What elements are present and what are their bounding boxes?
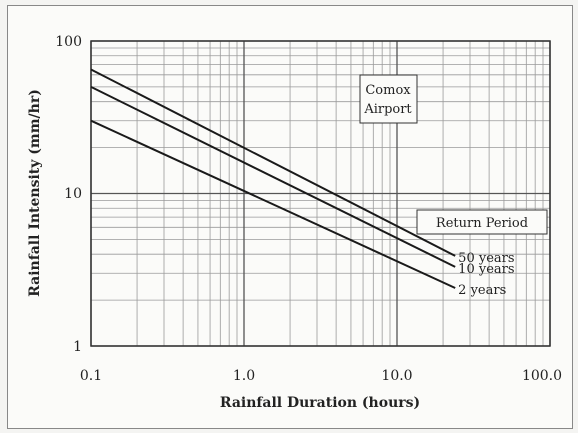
series-label: 2 years bbox=[458, 283, 506, 298]
x-tick-label: 10.0 bbox=[381, 368, 412, 384]
x-tick-label: 1.0 bbox=[233, 368, 255, 384]
location-label-line: Comox bbox=[365, 83, 411, 98]
legend-title-box: Return Period bbox=[416, 209, 548, 235]
series-label: 10 years bbox=[458, 262, 514, 277]
x-tick-label: 100.0 bbox=[522, 368, 562, 384]
series-line-10-years bbox=[90, 86, 456, 268]
series-label: 50 years bbox=[458, 251, 514, 266]
location-label-line: Airport bbox=[363, 102, 412, 117]
location-label-background bbox=[359, 74, 418, 124]
series-line-50-years bbox=[90, 68, 456, 257]
y-tick-label: 100 bbox=[55, 34, 82, 50]
series-line-2-years bbox=[90, 119, 456, 289]
y-tick-labels: 1 10 100 bbox=[55, 34, 82, 355]
legend-title-background bbox=[416, 209, 548, 235]
plot-border bbox=[90, 40, 551, 347]
y-tick-label: 1 bbox=[73, 339, 82, 355]
y-axis-title: Rainfall Intensity (mm/hr) bbox=[27, 89, 43, 297]
x-tick-label: 0.1 bbox=[80, 368, 102, 384]
x-tick-labels: 0.1 1.0 10.0 100.0 bbox=[80, 368, 562, 384]
y-tick-label: 10 bbox=[64, 186, 82, 202]
location-label-box: Comox Airport bbox=[359, 74, 418, 124]
x-axis-title: Rainfall Duration (hours) bbox=[220, 395, 420, 411]
chart-frame: 50 years 10 years 2 years 0.1 1.0 10.0 100… bbox=[7, 5, 573, 429]
legend-title: Return Period bbox=[436, 216, 528, 231]
